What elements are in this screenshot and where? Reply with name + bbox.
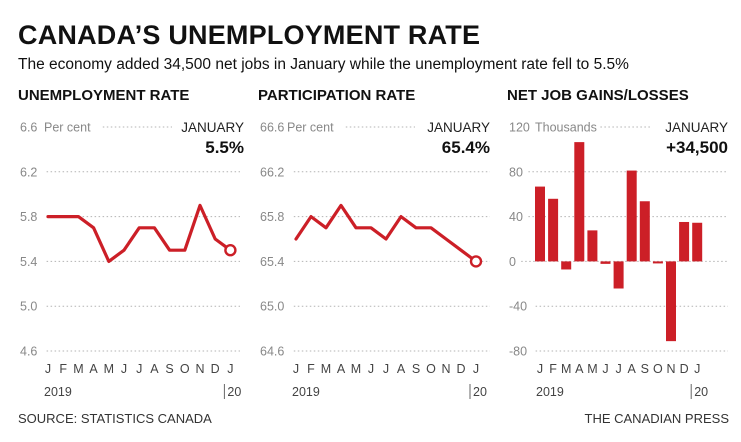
jobs-bar [574,142,585,262]
unemployment-month-label: A [89,362,98,376]
unemployment-ytick-label: 4.6 [20,345,37,359]
jobs-unit-label: Thousands [535,121,597,135]
unemployment-month-label: J [121,362,127,376]
participation-ytick-label: 65.0 [260,300,284,314]
jobs-bar [679,221,690,262]
jobs-ytick-label: 120 [509,121,530,135]
unemployment-highlight-value: 5.5% [205,138,244,157]
jobs-month-label: J [615,362,621,376]
jobs-month-label: J [537,362,543,376]
participation-ytick-label: 65.8 [260,210,284,224]
jobs-month-label: A [575,362,584,376]
participation-year-label: 20 [473,385,487,399]
unemployment-month-label: A [150,362,159,376]
jobs-month-label: F [549,362,557,376]
credit-note: THE CANADIAN PRESS [584,411,729,426]
unemployment-latest-point [224,243,237,257]
jobs-month-label: M [587,362,597,376]
jobs-year-label: 20 [694,385,708,399]
jobs-bar [639,201,650,262]
participation-ytick-label: 64.6 [260,345,284,359]
jobs-bar [666,261,676,342]
unemployment-year-label: 20 [227,385,241,399]
unemployment-ytick-label: 6.2 [20,165,37,179]
jobs-bar [535,186,545,262]
jobs-month-label: N [666,362,675,376]
jobs-panel-title: NET JOB GAINS/LOSSES [507,87,689,104]
jobs-ytick-label: -40 [509,300,527,314]
unemployment-month-label: J [136,362,142,376]
participation-latest-point [469,255,483,268]
participation-month-label: M [321,362,331,376]
unemployment-month-label: M [73,362,83,376]
source-note: SOURCE: STATISTICS CANADA [18,411,212,426]
jobs-bar [626,170,637,262]
jobs-bar [548,198,559,262]
participation-month-label: J [383,362,389,376]
jobs-month-label: J [694,362,700,376]
unemployment-month-label: J [227,362,233,376]
unemployment-month-label: D [211,362,220,376]
jobs-ytick-label: 80 [509,165,523,179]
jobs-month-label: M [561,362,571,376]
participation-unit-label: Per cent [287,121,334,135]
page-subtitle: The economy added 34,500 net jobs in Jan… [18,56,629,73]
unemployment-month-label: N [195,362,204,376]
jobs-bar [600,261,611,264]
participation-month-label: A [337,362,346,376]
unemployment-unit-label: Per cent [44,121,91,135]
jobs-highlight-month: JANUARY [665,120,728,135]
unemployment-panel-title: UNEMPLOYMENT RATE [18,87,190,104]
participation-month-label: F [307,362,315,376]
jobs-month-label: D [680,362,689,376]
jobs-highlight-value: +34,500 [666,138,728,157]
jobs-ytick-label: 40 [509,210,523,224]
unemployment-month-label: O [180,362,190,376]
unemployment-month-label: F [59,362,67,376]
participation-highlight-month: JANUARY [427,120,490,135]
unemployment-year-label: 2019 [44,385,72,399]
participation-month-label: A [397,362,406,376]
participation-ytick-label: 66.6 [260,121,284,135]
unemployment-ytick-label: 5.4 [20,255,37,269]
unemployment-ytick-label: 6.6 [20,121,37,135]
jobs-bar [561,261,572,270]
jobs-bar [692,222,703,262]
participation-month-label: M [351,362,361,376]
jobs-month-label: A [628,362,637,376]
unemployment-series-line [46,203,232,263]
unemployment-month-label: S [165,362,173,376]
participation-month-label: J [473,362,479,376]
unemployment-highlight-month: JANUARY [181,120,244,135]
jobs-month-label: S [641,362,649,376]
jobs-bar [652,261,663,264]
jobs-ytick-label: 0 [509,255,516,269]
participation-month-label: J [368,362,374,376]
jobs-ytick-label: -80 [509,345,527,359]
jobs-year-label: 2019 [536,385,564,399]
unemployment-ytick-label: 5.0 [20,300,37,314]
participation-ytick-label: 66.2 [260,165,284,179]
participation-month-label: N [441,362,450,376]
participation-ytick-label: 65.4 [260,255,284,269]
jobs-month-label: J [602,362,608,376]
participation-panel-title: PARTICIPATION RATE [258,87,416,104]
unemployment-month-label: J [45,362,51,376]
participation-year-label: 2019 [292,385,320,399]
jobs-bar [613,261,624,289]
page-title: CANADA’S UNEMPLOYMENT RATE [18,20,481,50]
participation-month-label: O [426,362,436,376]
jobs-month-label: O [653,362,663,376]
jobs-bar [587,230,598,262]
unemployment-month-label: M [104,362,114,376]
participation-month-label: J [293,362,299,376]
participation-month-label: S [412,362,420,376]
unemployment-ytick-label: 5.8 [20,210,37,224]
participation-month-label: D [456,362,465,376]
participation-series-line [294,203,478,263]
participation-highlight-value: 65.4% [442,138,490,157]
